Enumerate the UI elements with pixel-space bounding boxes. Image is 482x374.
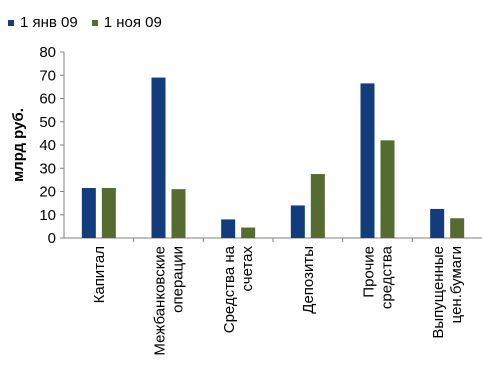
x-tick-label: Средства на: [221, 245, 238, 333]
legend-label-series-2: 1 ноя 09: [103, 14, 162, 31]
y-tick-label: 80: [39, 44, 56, 61]
bar-series-2-cat-3: [241, 227, 256, 238]
y-tick-label: 70: [39, 67, 56, 84]
x-tick-label: цен.бумаги: [448, 246, 465, 323]
legend-item-series-2: 1 ноя 09: [91, 14, 162, 32]
bar-series-2-cat-1: [101, 188, 116, 238]
x-tick-label: Межбанковские: [152, 246, 169, 356]
legend-swatch-series-2: [91, 20, 98, 26]
x-tick-label: средства: [379, 245, 396, 309]
bar-series-2-cat-5: [380, 140, 395, 238]
y-tick-label: 30: [39, 160, 56, 177]
y-tick-label: 40: [39, 137, 56, 154]
legend: 1 янв 09 1 ноя 09: [8, 12, 162, 34]
x-tick-label: операции: [170, 246, 187, 313]
bar-series-1-cat-1: [81, 188, 96, 238]
bar-series-1-cat-5: [360, 83, 375, 238]
y-tick-label: 60: [39, 91, 56, 108]
y-tick-label: 10: [39, 207, 56, 224]
bar-series-2-cat-4: [310, 174, 325, 238]
x-tick-label: Выпущенные: [430, 246, 447, 339]
y-tick-label: 0: [48, 230, 56, 247]
x-tick-label: счетах: [239, 246, 256, 292]
bar-series-1-cat-3: [221, 219, 236, 238]
bar-series-1-cat-2: [151, 77, 166, 238]
x-tick-label: Капитал: [91, 246, 108, 303]
legend-label-series-1: 1 янв 09: [20, 14, 78, 31]
bar-series-1-cat-4: [290, 205, 305, 238]
y-tick-label: 50: [39, 114, 56, 131]
legend-swatch-series-1: [8, 20, 14, 26]
x-tick-label: Депозиты: [300, 246, 317, 314]
bar-series-2-cat-6: [450, 218, 465, 238]
y-axis-label: млрд руб.: [10, 108, 27, 182]
x-tick-label: Прочие: [361, 246, 378, 298]
bar-series-2-cat-2: [171, 189, 186, 238]
y-tick-label: 20: [39, 184, 56, 201]
bar-series-1-cat-6: [430, 208, 445, 238]
legend-item-series-1: 1 янв 09: [8, 14, 78, 32]
